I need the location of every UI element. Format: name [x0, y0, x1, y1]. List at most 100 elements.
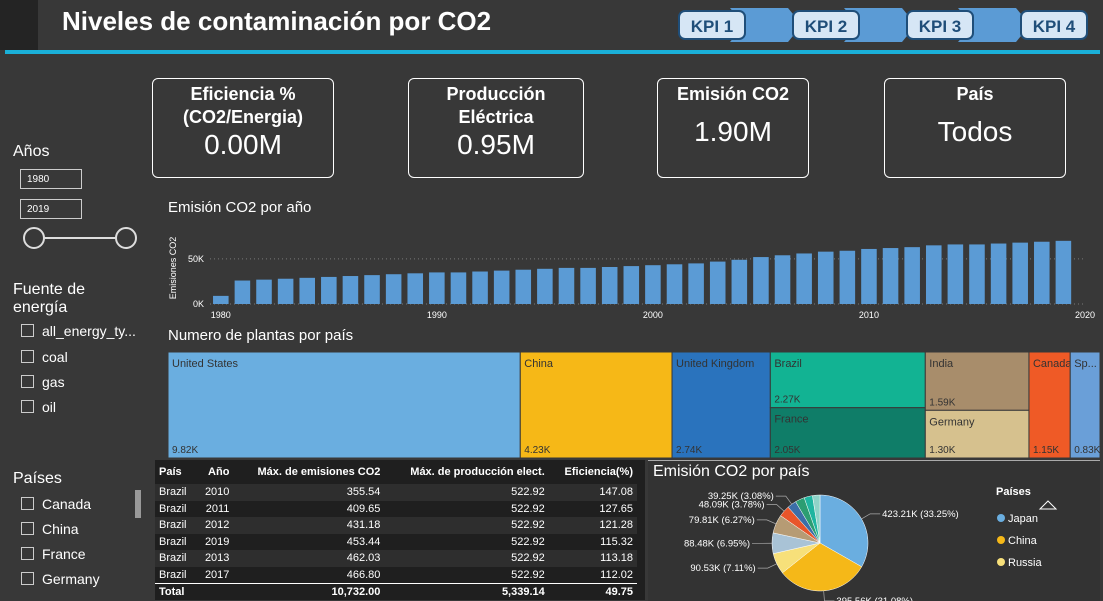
table-cell: 355.54	[233, 484, 384, 501]
table-cell: Brazil	[155, 534, 196, 551]
cell-value: 9.82K	[172, 445, 198, 456]
bar	[883, 248, 899, 304]
bar	[1056, 241, 1072, 304]
bar	[256, 280, 272, 304]
cell-value: 2.27K	[774, 395, 800, 406]
checkbox-option[interactable]: France	[21, 546, 86, 562]
option-label: China	[42, 521, 79, 537]
checkbox-option[interactable]: Germany	[21, 571, 100, 587]
bar	[602, 267, 618, 304]
leader-line	[758, 564, 777, 568]
bar	[688, 263, 704, 304]
bar	[753, 257, 769, 304]
table-cell: 2013	[196, 550, 233, 567]
chart-title: Emisión CO2 por año	[168, 199, 311, 216]
legend-marker	[997, 536, 1005, 544]
table-cell: Brazil	[155, 567, 196, 584]
chart-title: Emisión CO2 por país	[653, 463, 810, 480]
bar	[861, 249, 877, 304]
y-axis-title: Emisiones CO2	[168, 237, 178, 300]
legend-title: Países	[996, 486, 1031, 498]
bar	[991, 244, 1007, 304]
column-header: Máx. de emisiones CO2	[233, 460, 384, 484]
total-cell: 10,732.00	[233, 584, 384, 601]
table-cell: 2011	[196, 501, 233, 518]
table-cell: Brazil	[155, 517, 196, 534]
legend-scroll[interactable]	[1040, 501, 1056, 509]
bar	[386, 274, 402, 304]
slicer-title: Países	[13, 470, 62, 488]
table-cell: 462.03	[233, 550, 384, 567]
cell-label: United States	[172, 358, 239, 370]
cell-value: 1.30K	[929, 445, 955, 456]
table-cell: 2012	[196, 517, 233, 534]
leader-line	[757, 520, 776, 524]
chart-title: Numero de plantas por país	[168, 327, 353, 344]
bar	[537, 269, 553, 304]
data-label: 39.25K (3.08%)	[708, 491, 774, 502]
bar-chart: Emisión CO2 por año Emisiones CO2 Numero…	[0, 0, 1103, 460]
table-cell: 522.92	[384, 534, 548, 551]
total-cell: Total	[155, 584, 196, 601]
bar	[515, 270, 531, 304]
table-cell: 522.92	[384, 567, 548, 584]
table-cell: 522.92	[384, 517, 548, 534]
bar	[667, 264, 683, 304]
table-cell: 113.18	[549, 550, 637, 567]
cell-label: Canada	[1033, 358, 1072, 370]
data-label: 90.53K (7.11%)	[690, 563, 755, 574]
column-header: Año	[196, 460, 233, 484]
data-label: 88.48K (6.95%)	[684, 538, 750, 549]
bar	[818, 252, 834, 304]
leader-line	[862, 514, 881, 519]
cell-value: 0.83K	[1074, 445, 1100, 456]
option-label: Canada	[42, 496, 91, 512]
y-tick-label: 0K	[193, 299, 204, 309]
scrollbar[interactable]	[135, 490, 141, 518]
legend-label: Japan	[1008, 513, 1038, 525]
total-cell: 5,339.14	[384, 584, 548, 601]
bar	[472, 272, 488, 304]
cell-label: France	[774, 414, 808, 426]
total-cell: 49.75	[549, 584, 637, 601]
table-cell: 522.92	[384, 484, 548, 501]
cell-value: 4.23K	[524, 445, 550, 456]
cell-label: Sp...	[1074, 358, 1097, 370]
cell-label: China	[524, 358, 554, 370]
checkbox-option[interactable]: Canada	[21, 496, 91, 512]
bar	[559, 268, 575, 304]
table-cell: Brazil	[155, 484, 196, 501]
table-cell: 147.08	[549, 484, 637, 501]
table-cell: 121.28	[549, 517, 637, 534]
cell-value: 2.05K	[774, 445, 800, 456]
table-cell: 115.32	[549, 534, 637, 551]
table-cell: 409.65	[233, 501, 384, 518]
cell-label: United Kingdom	[676, 358, 754, 370]
table-cell: 112.02	[549, 567, 637, 584]
bar	[645, 265, 661, 304]
leader-line	[824, 591, 835, 601]
cell-label: Brazil	[774, 358, 802, 370]
option-label: France	[42, 546, 86, 562]
column-header: Eficiencia(%)	[549, 460, 637, 484]
legend-marker	[997, 514, 1005, 522]
table-cell: 522.92	[384, 501, 548, 518]
bar	[948, 244, 964, 304]
bar	[580, 268, 596, 304]
checkbox-option[interactable]: China	[21, 521, 79, 537]
bar	[343, 276, 359, 304]
cell-label: Germany	[929, 416, 975, 428]
table-cell: 431.18	[233, 517, 384, 534]
legend-marker	[997, 558, 1005, 566]
table-cell: 453.44	[233, 534, 384, 551]
x-tick-label: 1980	[211, 310, 231, 320]
bar	[364, 275, 380, 304]
bar	[732, 260, 748, 304]
legend-label: China	[1008, 535, 1038, 547]
